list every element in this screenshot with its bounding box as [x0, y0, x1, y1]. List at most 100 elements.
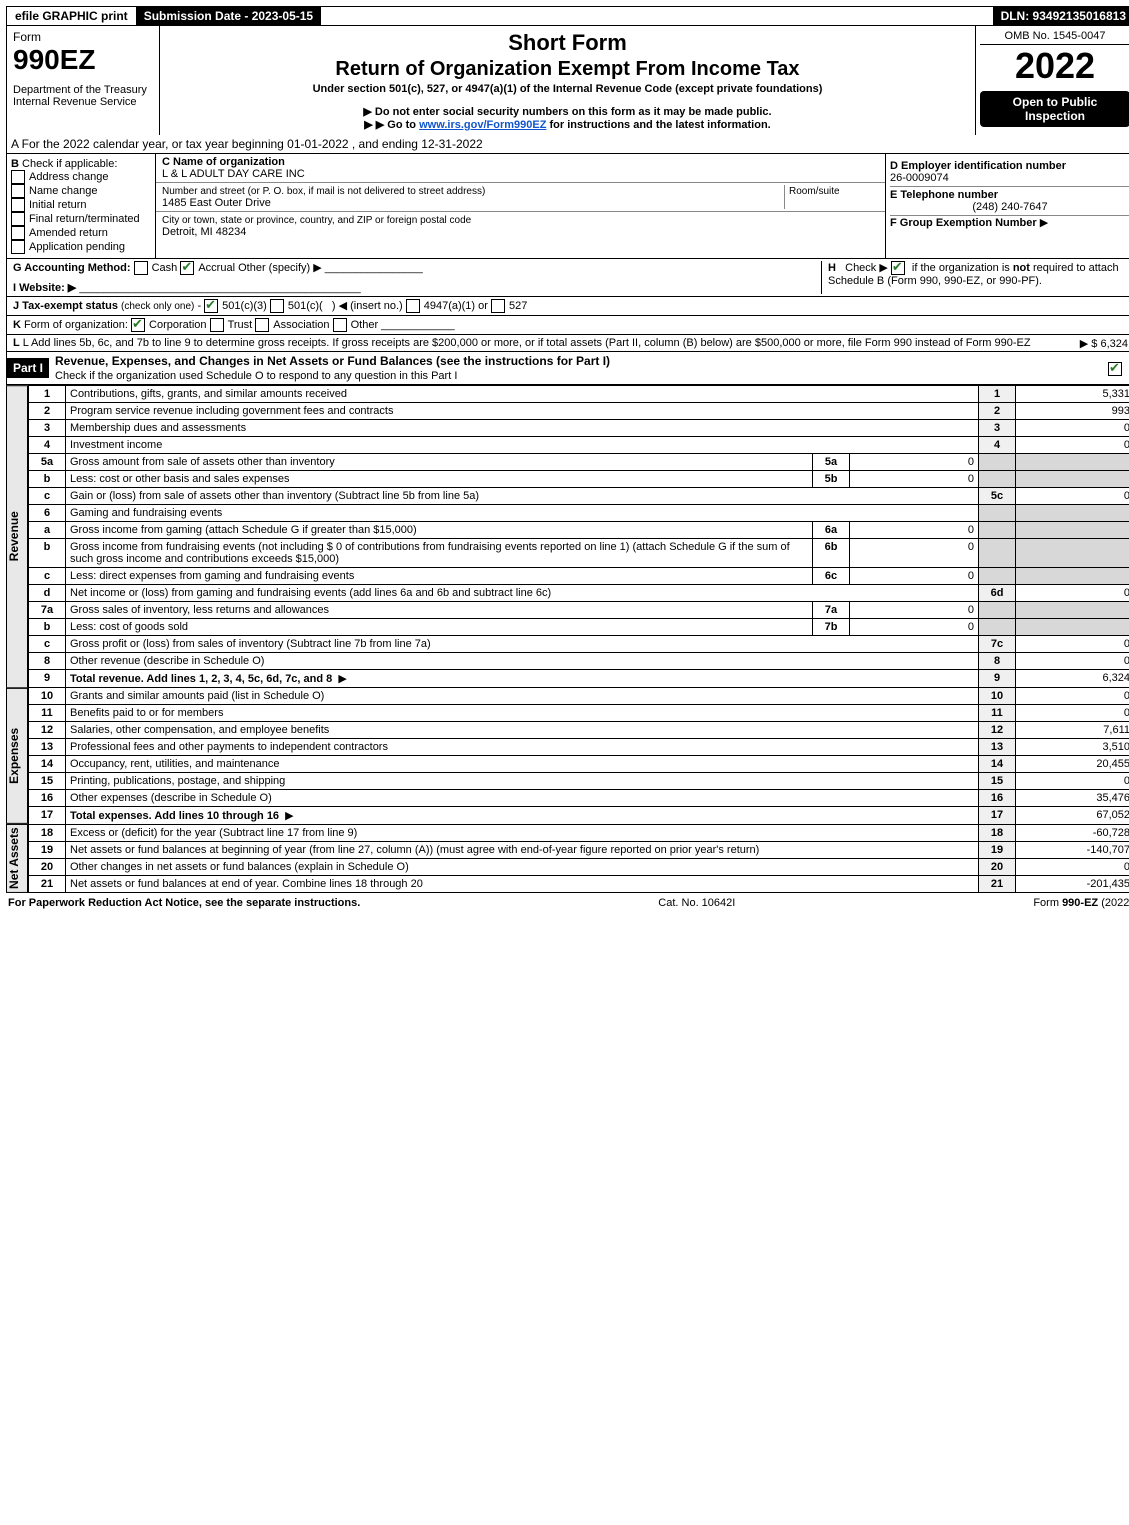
checkbox-corporation[interactable]	[131, 318, 145, 332]
other-label: Other (specify)	[238, 262, 310, 274]
l7a-no: 7a	[29, 602, 66, 619]
irs-url[interactable]: www.irs.gov/Form990EZ	[419, 119, 546, 131]
l5a-desc: Gross amount from sale of assets other t…	[66, 454, 813, 471]
line-6: 6Gaming and fundraising events	[29, 505, 1129, 522]
l7b-no: b	[29, 619, 66, 636]
l3-no: 3	[29, 420, 66, 437]
l16-no: 16	[29, 790, 66, 807]
l1-val: 5,331	[1016, 386, 1129, 403]
efile-label[interactable]: efile GRAPHIC print	[7, 7, 136, 25]
l10-no: 10	[29, 688, 66, 705]
l6d-val: 0	[1016, 585, 1129, 602]
l5a-shade2	[1016, 454, 1129, 471]
expenses-side-label: Expenses	[6, 688, 28, 824]
l9-desc-text: Total revenue. Add lines 1, 2, 3, 4, 5c,…	[70, 673, 332, 685]
topbar-spacer	[321, 7, 992, 25]
l7c-no: c	[29, 636, 66, 653]
dln-label: DLN: 93492135016813	[993, 7, 1129, 25]
l7c-val: 0	[1016, 636, 1129, 653]
checkbox-trust[interactable]	[210, 318, 224, 332]
l16-lineno: 16	[979, 790, 1016, 807]
form-number: 990EZ	[13, 44, 153, 76]
b-subtitle: Check if applicable:	[22, 158, 117, 170]
org-name-row: C Name of organization L & L ADULT DAY C…	[156, 154, 885, 183]
l15-no: 15	[29, 773, 66, 790]
omb-number: OMB No. 1545-0047	[980, 30, 1129, 45]
revenue-side-label: Revenue	[6, 385, 28, 688]
line-4: 4Investment income40	[29, 437, 1129, 454]
l6-no: 6	[29, 505, 66, 522]
line-18: 18Excess or (deficit) for the year (Subt…	[29, 825, 1129, 842]
l11-val: 0	[1016, 705, 1129, 722]
l7c-lineno: 7c	[979, 636, 1016, 653]
checkbox-application-pending[interactable]	[11, 240, 25, 254]
l21-val: -201,435	[1016, 876, 1129, 893]
l17-val: 67,052	[1016, 807, 1129, 825]
checkbox-h[interactable]	[891, 261, 905, 275]
l6-shade1	[979, 505, 1016, 522]
l6c-shade2	[1016, 568, 1129, 585]
irs-label: Internal Revenue Service	[13, 96, 153, 108]
checkbox-501c3[interactable]	[204, 299, 218, 313]
l14-desc: Occupancy, rent, utilities, and maintena…	[66, 756, 979, 773]
checkbox-schedule-o[interactable]	[1108, 362, 1122, 376]
checkbox-initial-return[interactable]	[11, 198, 25, 212]
l21-desc: Net assets or fund balances at end of ye…	[66, 876, 979, 893]
line-10: 10Grants and similar amounts paid (list …	[29, 688, 1129, 705]
l9-val: 6,324	[1016, 670, 1129, 688]
line-19: 19Net assets or fund balances at beginni…	[29, 842, 1129, 859]
line-13: 13Professional fees and other payments t…	[29, 739, 1129, 756]
ein-label: D Employer identification number	[890, 160, 1066, 172]
l15-desc: Printing, publications, postage, and shi…	[66, 773, 979, 790]
l11-lineno: 11	[979, 705, 1016, 722]
checkbox-accrual[interactable]	[180, 261, 194, 275]
open-to-public: Open to Public Inspection	[980, 91, 1129, 127]
l17-desc-text: Total expenses. Add lines 10 through 16	[70, 810, 279, 822]
l20-no: 20	[29, 859, 66, 876]
netassets-side-label: Net Assets	[6, 824, 28, 893]
l12-lineno: 12	[979, 722, 1016, 739]
checkbox-amended-return[interactable]	[11, 226, 25, 240]
cash-label: Cash	[152, 262, 178, 274]
checkbox-name-change[interactable]	[11, 184, 25, 198]
group-label: F Group Exemption Number	[890, 217, 1037, 229]
l13-lineno: 13	[979, 739, 1016, 756]
l9-lineno: 9	[979, 670, 1016, 688]
checkbox-address-change[interactable]	[11, 170, 25, 184]
part1-header: Part I Revenue, Expenses, and Changes in…	[6, 352, 1129, 385]
l5b-sub: 5b	[813, 471, 850, 488]
l18-val: -60,728	[1016, 825, 1129, 842]
addr-label: Number and street (or P. O. box, if mail…	[162, 186, 485, 197]
l18-lineno: 18	[979, 825, 1016, 842]
checkbox-other-org[interactable]	[333, 318, 347, 332]
line-20: 20Other changes in net assets or fund ba…	[29, 859, 1129, 876]
checkbox-501c[interactable]	[270, 299, 284, 313]
no-ssn: Do not enter social security numbers on …	[166, 105, 969, 118]
checkbox-4947[interactable]	[406, 299, 420, 313]
l6a-shade1	[979, 522, 1016, 539]
l6b-desc: Gross income from fundraising events (no…	[66, 539, 813, 568]
l9-desc: Total revenue. Add lines 1, 2, 3, 4, 5c,…	[66, 670, 979, 688]
b-item-0: Address change	[29, 171, 109, 183]
l14-lineno: 14	[979, 756, 1016, 773]
l19-val: -140,707	[1016, 842, 1129, 859]
checkbox-final-return[interactable]	[11, 212, 25, 226]
tel-value: (248) 240-7647	[890, 201, 1129, 213]
checkbox-527[interactable]	[491, 299, 505, 313]
goto-link[interactable]: ▶ Go to www.irs.gov/Form990EZ for instru…	[166, 118, 969, 131]
checkbox-association[interactable]	[255, 318, 269, 332]
l7a-shade1	[979, 602, 1016, 619]
l18-no: 18	[29, 825, 66, 842]
line-12: 12Salaries, other compensation, and empl…	[29, 722, 1129, 739]
l-text: L Add lines 5b, 6c, and 7b to line 9 to …	[23, 337, 1031, 349]
l20-val: 0	[1016, 859, 1129, 876]
l6d-no: d	[29, 585, 66, 602]
l7b-shade1	[979, 619, 1016, 636]
l4-desc: Investment income	[66, 437, 979, 454]
l5b-subval: 0	[850, 471, 979, 488]
l14-no: 14	[29, 756, 66, 773]
l15-val: 0	[1016, 773, 1129, 790]
b-item-3: Final return/terminated	[29, 213, 140, 225]
checkbox-cash[interactable]	[134, 261, 148, 275]
l8-lineno: 8	[979, 653, 1016, 670]
